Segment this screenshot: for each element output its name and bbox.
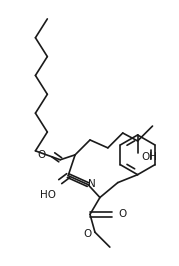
Text: O: O [119,209,127,219]
Text: O: O [84,229,92,239]
Text: N: N [88,178,96,189]
Text: OH: OH [142,152,158,162]
Text: HO: HO [40,189,56,200]
Text: O: O [37,150,45,160]
